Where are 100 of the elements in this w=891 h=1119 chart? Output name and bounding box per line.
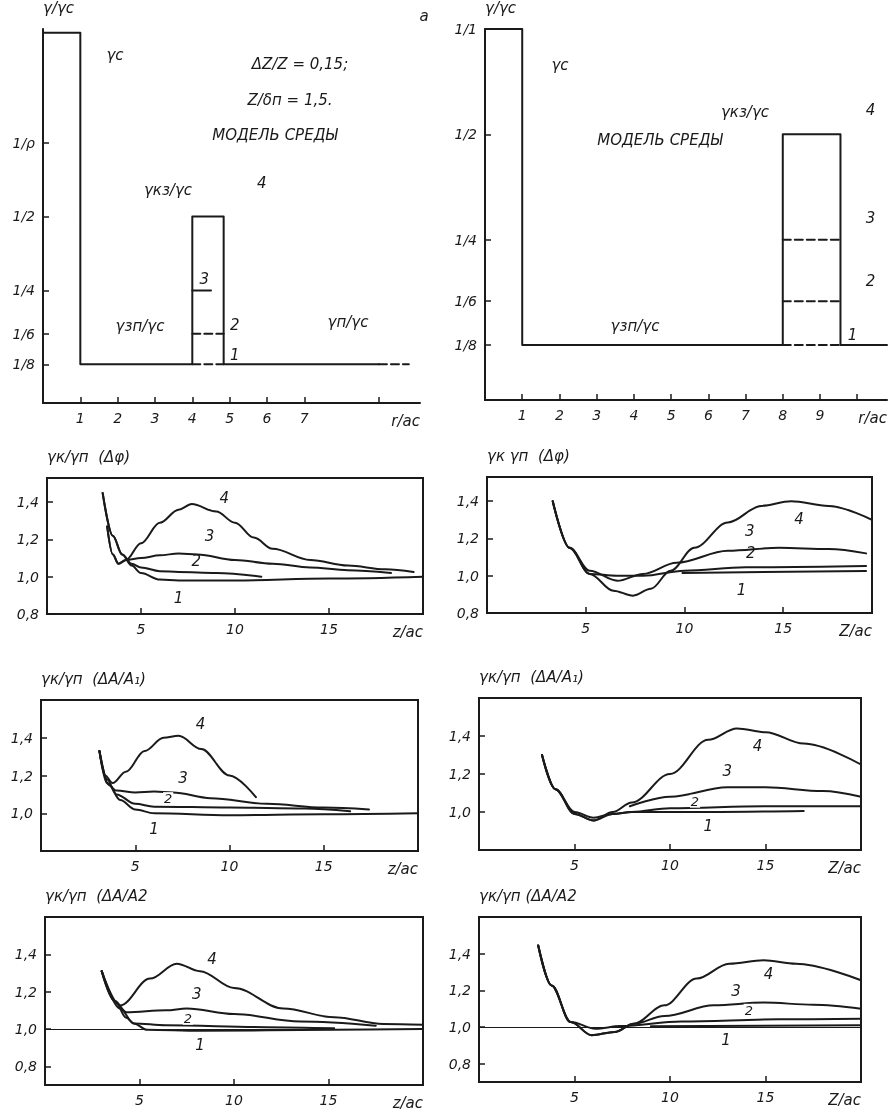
- series-label: 3: [745, 521, 755, 540]
- y-tick-label: 1/2: [12, 208, 36, 225]
- x-tick-label: 10: [661, 1089, 679, 1105]
- x-tick-label: 5: [135, 1092, 145, 1108]
- y-axis-title: γк/γп (Δφ): [47, 447, 131, 466]
- series-label: 3: [722, 762, 733, 781]
- series-label: 1: [229, 346, 240, 365]
- x-tick-label: 2: [113, 410, 123, 426]
- series-label: 4: [865, 101, 876, 120]
- x-axis-title: r/ac: [858, 408, 888, 427]
- y-tick-label: 1,2: [448, 766, 472, 782]
- x-tick-label: 15: [756, 1089, 775, 1105]
- annotation: γзп/γc: [610, 317, 661, 335]
- series-label: 1: [149, 820, 159, 839]
- y-axis-title: γк γп (Δφ): [487, 446, 570, 465]
- series-label: 3: [178, 769, 188, 788]
- x-tick-label: 2: [554, 407, 564, 423]
- x-axis-title: z/ac: [386, 859, 419, 878]
- y-tick-label: 0,8: [448, 1055, 472, 1072]
- x-tick-label: 10: [226, 621, 244, 637]
- y-axis-title: γ/γc: [43, 0, 75, 17]
- y-tick-label: 1/8: [12, 356, 36, 373]
- x-axis-title: Z/ac: [838, 621, 873, 640]
- series-label: 1: [703, 817, 713, 835]
- x-tick-label: 5: [130, 858, 140, 874]
- series-label: 1: [847, 325, 858, 344]
- x-axis-title: z/ac: [391, 1093, 424, 1112]
- x-tick-label: 10: [225, 1092, 243, 1108]
- x-axis-title: z/ac: [391, 622, 424, 641]
- y-tick-label: 1,4: [10, 729, 33, 746]
- annotation: γc: [106, 46, 125, 64]
- annotation: МОДЕЛЬ СРЕДЫ: [597, 131, 724, 149]
- series-label: 4: [763, 965, 774, 984]
- x-tick-label: 5: [570, 1089, 580, 1105]
- y-tick-label: 1,0: [10, 805, 34, 822]
- series-label: 4: [207, 950, 217, 969]
- series-label: 3: [731, 982, 741, 1001]
- series-label: 1: [173, 589, 184, 608]
- x-tick-label: 5: [666, 407, 676, 423]
- y-tick-label: 0,8: [14, 1058, 38, 1075]
- y-tick-label: 1,2: [14, 983, 38, 1000]
- x-axis-title: r/ac: [391, 411, 421, 430]
- y-tick-label: 1,4: [14, 946, 37, 963]
- annotation: γкз/γc: [720, 103, 770, 121]
- x-tick-label: 15: [756, 857, 775, 873]
- y-tick-label: 1,2: [448, 982, 472, 999]
- x-tick-label: 15: [314, 858, 333, 874]
- annotation: γкз/γc: [143, 181, 193, 199]
- x-tick-label: 5: [225, 410, 235, 426]
- annotation: γзп/γc: [115, 317, 166, 335]
- series-label: 1: [721, 1031, 731, 1050]
- y-tick-label: 1,4: [448, 728, 471, 744]
- series-label: 2: [744, 1002, 754, 1018]
- x-tick-label: 7: [299, 410, 309, 426]
- series-label: 1: [736, 581, 747, 600]
- x-axis-title: Z/ac: [827, 1090, 862, 1109]
- x-tick-label: 3: [592, 407, 602, 423]
- y-tick-label: 1,2: [16, 531, 40, 548]
- x-tick-label: 10: [675, 620, 694, 636]
- y-tick-label: 0,8: [16, 606, 40, 622]
- x-tick-label: 5: [570, 857, 580, 873]
- y-tick-label: 1/4: [454, 231, 477, 248]
- series-label: 3: [199, 270, 210, 289]
- y-tick-label: 1,0: [16, 568, 40, 585]
- x-tick-label: 1: [517, 407, 527, 423]
- y-tick-label: 1,0: [448, 804, 472, 820]
- series-label: 4: [752, 737, 763, 756]
- series-label: 4: [794, 510, 804, 529]
- y-tick-label: 0,8: [456, 605, 480, 621]
- x-tick-label: 4: [629, 407, 639, 423]
- y-tick-label: 1/6: [12, 325, 36, 342]
- y-axis-title: γк/γп (ΔA/A₁): [41, 669, 146, 688]
- x-tick-label: 6: [262, 410, 272, 426]
- x-tick-label: 8: [778, 407, 788, 423]
- y-tick-label: 1,2: [456, 530, 480, 547]
- x-tick-label: 7: [741, 407, 751, 423]
- x-tick-label: 3: [150, 410, 160, 426]
- y-tick-label: 1/8: [454, 336, 478, 353]
- y-tick-label: 1,0: [448, 1019, 472, 1035]
- y-tick-label: 1/4: [12, 282, 35, 299]
- series-label: 1: [195, 1035, 205, 1054]
- y-tick-label: 1/ρ: [12, 134, 36, 151]
- series-label: 2: [229, 315, 240, 334]
- annotation: МОДЕЛЬ СРЕДЫ: [212, 126, 339, 144]
- x-tick-label: 15: [320, 621, 338, 637]
- y-axis-title: γк/γп (ΔA/A₁): [479, 667, 584, 686]
- x-tick-label: 10: [220, 858, 239, 874]
- y-tick-label: 1,2: [10, 767, 34, 784]
- text: а: [419, 7, 429, 25]
- series-label: 4: [219, 488, 229, 507]
- series-label: 2: [690, 793, 700, 809]
- y-tick-label: 1/1: [454, 21, 477, 37]
- x-tick-label: 9: [815, 407, 825, 423]
- annotation: ΔZ/Z = 0,15;: [250, 55, 349, 73]
- x-tick-label: 10: [661, 857, 679, 873]
- y-tick-label: 1,4: [16, 494, 39, 511]
- annotation: γп/γc: [327, 313, 370, 331]
- x-tick-label: 15: [319, 1092, 338, 1108]
- y-tick-label: 1/6: [454, 293, 478, 310]
- y-tick-label: 1,4: [456, 493, 479, 510]
